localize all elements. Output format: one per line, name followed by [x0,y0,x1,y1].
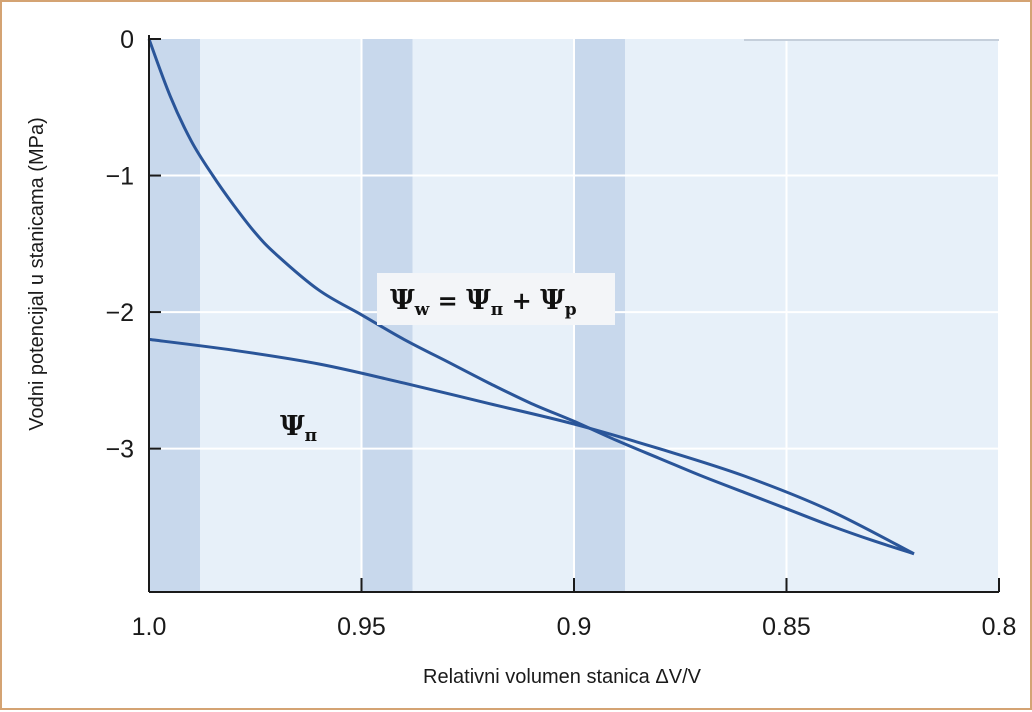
y-tick-label-3: −3 [105,436,134,464]
series-line-0 [147,38,915,556]
x-tick-label-0: 1.0 [132,613,167,641]
series-lines [147,38,915,556]
y-tick-label-1: −1 [105,163,134,191]
x-tick-label-4: 0.8 [982,613,1017,641]
psi-w-label: Ψw = Ψπ + Ψp [390,285,577,320]
psi-pi-label: Ψπ [280,411,317,446]
x-axis-title: Relativni volumen stanica ΔV/V [423,666,702,688]
y-axis-title: Vodni potencijal u stanicama (MPa) [26,117,48,431]
x-tick-label-2: 0.9 [557,613,592,641]
axes [148,35,1000,593]
y-tick-label-2: −2 [105,299,134,327]
x-tick-label-3: 0.85 [762,613,811,641]
x-tick-label-1: 0.95 [337,613,386,641]
shaded-band-0 [149,39,200,592]
psi-w-label-box [377,273,615,325]
series-line-1 [148,337,915,556]
tick-labels: 1.0 0.95 0.9 0.85 0.8 0 −1 −2 −3 [105,26,1016,641]
y-tick-label-0: 0 [120,26,134,54]
